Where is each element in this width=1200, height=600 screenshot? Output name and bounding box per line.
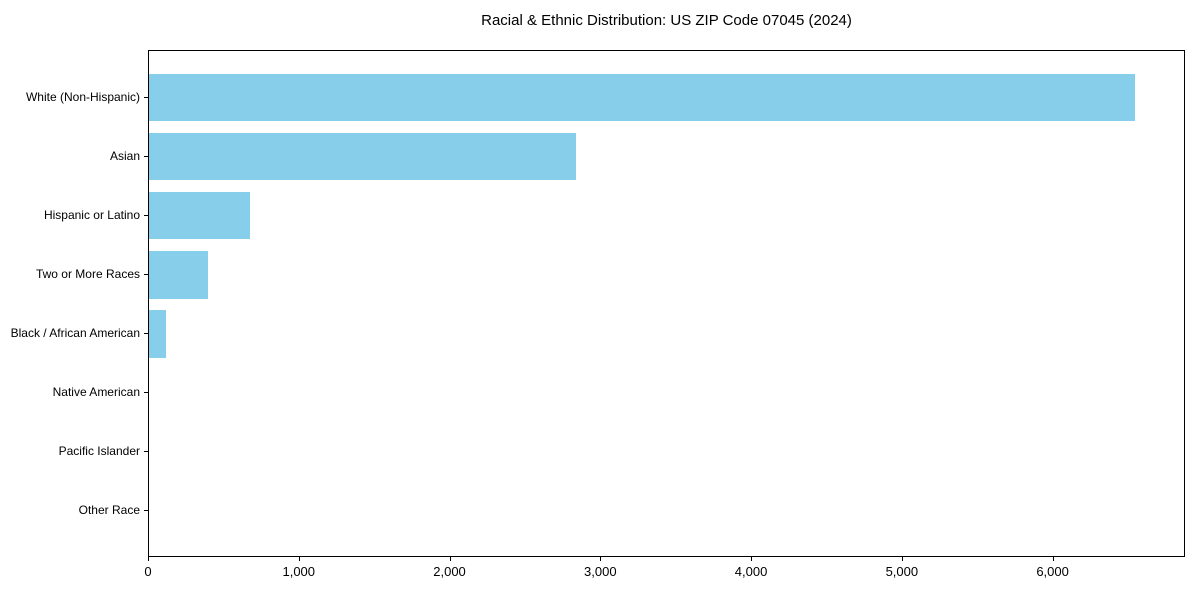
x-tick-label: 5,000 bbox=[885, 564, 919, 579]
x-tick-mark bbox=[751, 557, 753, 561]
x-tick-mark bbox=[449, 557, 451, 561]
y-tick-mark bbox=[144, 214, 148, 216]
y-tick-mark bbox=[144, 510, 148, 512]
bar bbox=[149, 74, 1135, 122]
bar bbox=[149, 192, 250, 240]
y-tick-label: Native American bbox=[52, 385, 140, 400]
x-tick-mark bbox=[600, 557, 602, 561]
x-tick-label: 4,000 bbox=[734, 564, 768, 579]
x-tick-mark bbox=[298, 557, 300, 561]
x-tick-label: 2,000 bbox=[433, 564, 466, 579]
y-tick-label: Other Race bbox=[78, 503, 140, 518]
x-tick-label: 6,000 bbox=[1036, 564, 1069, 579]
y-tick-label: Hispanic or Latino bbox=[43, 207, 140, 222]
y-tick-mark bbox=[144, 155, 148, 157]
y-tick-label: Pacific Islander bbox=[58, 444, 140, 459]
y-tick-mark bbox=[144, 333, 148, 335]
chart-title: Racial & Ethnic Distribution: US ZIP Cod… bbox=[481, 12, 852, 29]
plot-area bbox=[148, 50, 1185, 557]
y-tick-mark bbox=[144, 96, 148, 98]
y-tick-label: Black / African American bbox=[10, 326, 140, 341]
y-tick-mark bbox=[144, 273, 148, 275]
bar bbox=[149, 251, 209, 299]
x-tick-mark bbox=[148, 557, 149, 561]
y-tick-mark bbox=[144, 451, 148, 453]
y-tick-label: Two or More Races bbox=[35, 266, 140, 281]
bar bbox=[149, 133, 577, 181]
x-tick-mark bbox=[901, 557, 903, 561]
y-tick-label: White (Non-Hispanic) bbox=[25, 89, 140, 104]
x-tick-label: 1,000 bbox=[282, 564, 316, 579]
bar bbox=[149, 310, 167, 358]
y-tick-label: Asian bbox=[109, 148, 140, 163]
y-tick-mark bbox=[144, 392, 148, 394]
x-tick-mark bbox=[1052, 557, 1054, 561]
x-tick-label: 0 bbox=[144, 564, 152, 579]
x-tick-label: 3,000 bbox=[584, 564, 617, 579]
